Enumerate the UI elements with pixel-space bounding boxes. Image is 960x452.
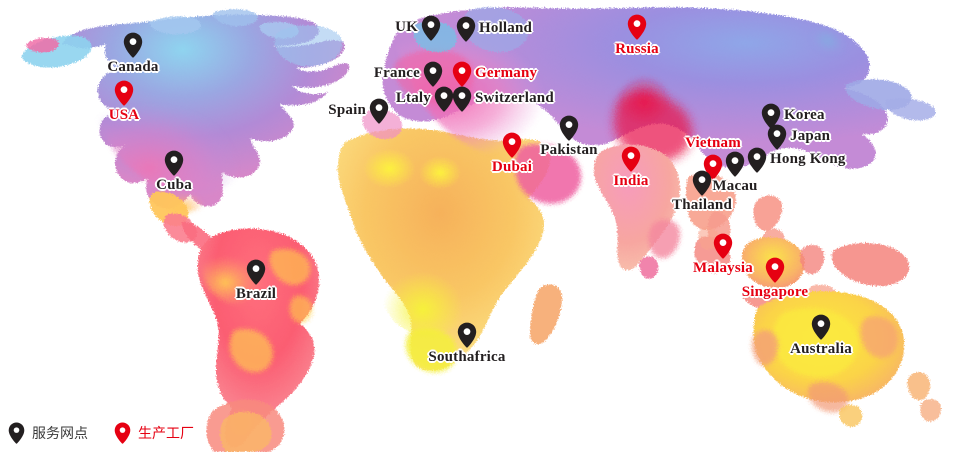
map-marker-label: India [613,173,649,189]
map-marker-label: Australia [790,341,852,357]
map-pin-icon [434,86,454,112]
map-marker-label: Japan [790,128,831,144]
map-pin-icon [369,98,389,124]
map-marker-label: Hong Kong [770,151,846,167]
map-marker-label: Singapore [741,284,809,300]
map-pin-icon [621,146,641,172]
continent-africa [337,128,582,373]
continent-australia [752,291,942,427]
map-pin-icon [452,61,472,87]
map-marker-label: Southafrica [428,349,506,365]
map-pin-icon [502,132,522,158]
map-pin-icon [627,14,647,40]
map-pin-icon [457,322,477,348]
map-pin-icon [114,422,131,444]
map-marker-label: Switzerland [475,90,554,106]
map-pin-icon [692,170,712,196]
map-marker-label: USA [108,107,140,123]
map-pin-icon [456,16,476,42]
map-pin-icon [8,422,25,444]
map-marker-label: Macau [712,178,758,194]
map-pin-icon [114,80,134,106]
legend-item-factory[interactable]: 生产工厂 [114,422,194,444]
map-marker-label: Malaysia [693,260,753,276]
map-legend: 服务网点 生产工厂 [8,422,194,444]
map-marker-label: Canada [107,59,159,75]
map-pin-icon [761,103,781,129]
map-pin-icon [452,86,472,112]
legend-label-service: 服务网点 [32,425,88,441]
map-pin-icon [164,150,184,176]
map-marker-label: UK [395,19,418,35]
continent-eurasia [362,7,936,221]
map-pin-icon [423,61,443,87]
map-marker-label: Germany [475,65,538,81]
map-marker-label: Thailand [672,197,732,213]
map-pin-icon [421,15,441,41]
continent-north-america [21,9,350,254]
region-india [593,144,680,279]
map-marker-label: Cuba [156,177,192,193]
map-marker-label: Dubai [491,159,533,175]
legend-item-service[interactable]: 服务网点 [8,422,88,444]
legend-area-splash [206,399,285,452]
map-marker-label: Vietnam [685,135,741,151]
map-pin-icon [767,124,787,150]
map-pin-icon [747,147,767,173]
map-marker-label: Korea [784,107,825,123]
map-pin-icon [713,233,733,259]
map-marker-label: Russia [615,41,659,57]
map-marker-label: Holland [479,20,533,36]
map-pin-icon [765,257,785,283]
map-pin-icon [811,314,831,340]
map-pin-icon [123,32,143,58]
map-pin-icon [559,115,579,141]
map-marker-label: Brazil [235,286,277,302]
map-pin-icon [725,151,745,177]
map-pin-icon [246,259,266,285]
map-marker-label: Ltaly [395,90,431,106]
legend-label-factory: 生产工厂 [138,425,194,441]
map-marker-label: Spain [328,102,366,118]
map-marker-label: Pakistan [540,142,598,158]
map-marker-label: France [373,65,420,81]
